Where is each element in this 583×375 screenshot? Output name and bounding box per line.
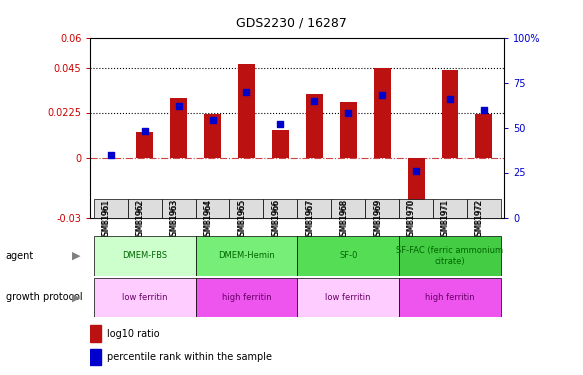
Text: GSM81964: GSM81964 bbox=[203, 199, 213, 240]
Text: GSM81963: GSM81963 bbox=[170, 200, 178, 241]
Bar bbox=[90, 349, 101, 365]
Text: GSM81970: GSM81970 bbox=[407, 199, 416, 240]
Text: GSM81965: GSM81965 bbox=[237, 200, 247, 241]
Text: GSM81969: GSM81969 bbox=[373, 199, 382, 240]
Bar bbox=[161, 199, 195, 218]
Bar bbox=[331, 199, 365, 218]
Bar bbox=[365, 199, 399, 218]
Text: percentile rank within the sample: percentile rank within the sample bbox=[107, 352, 272, 362]
Point bbox=[140, 128, 149, 134]
Point bbox=[208, 117, 217, 123]
Bar bbox=[170, 98, 187, 158]
Bar bbox=[94, 236, 195, 276]
Text: high ferritin: high ferritin bbox=[222, 292, 271, 302]
Point bbox=[343, 110, 353, 116]
Text: low ferritin: low ferritin bbox=[122, 292, 167, 302]
Bar bbox=[90, 325, 101, 342]
Text: GSM81961: GSM81961 bbox=[101, 199, 111, 240]
Bar bbox=[195, 236, 297, 276]
Bar bbox=[374, 68, 391, 158]
Text: growth protocol: growth protocol bbox=[6, 292, 82, 302]
Bar bbox=[297, 278, 399, 317]
Text: GSM81967: GSM81967 bbox=[305, 199, 314, 240]
Text: GSM81968: GSM81968 bbox=[339, 199, 348, 240]
Text: GSM81963: GSM81963 bbox=[170, 199, 178, 240]
Bar bbox=[136, 132, 153, 158]
Text: SF-FAC (ferric ammonium
citrate): SF-FAC (ferric ammonium citrate) bbox=[396, 246, 504, 266]
Bar bbox=[467, 199, 501, 218]
Bar bbox=[433, 199, 467, 218]
Text: GSM81969: GSM81969 bbox=[373, 200, 382, 241]
Text: GSM81968: GSM81968 bbox=[339, 200, 348, 241]
Text: GSM81961: GSM81961 bbox=[101, 200, 111, 241]
Bar bbox=[94, 199, 128, 218]
Text: GSM81971: GSM81971 bbox=[441, 199, 450, 240]
Point bbox=[174, 103, 183, 109]
Text: agent: agent bbox=[6, 251, 34, 261]
Bar bbox=[272, 129, 289, 158]
Bar bbox=[204, 114, 221, 158]
Text: high ferritin: high ferritin bbox=[425, 292, 475, 302]
Text: GSM81964: GSM81964 bbox=[203, 200, 213, 241]
Text: low ferritin: low ferritin bbox=[325, 292, 371, 302]
Point bbox=[310, 98, 319, 104]
Text: ▶: ▶ bbox=[72, 251, 80, 261]
Text: GDS2230 / 16287: GDS2230 / 16287 bbox=[236, 17, 347, 30]
Text: GSM81962: GSM81962 bbox=[136, 200, 145, 241]
Bar bbox=[441, 69, 458, 158]
Text: GSM81972: GSM81972 bbox=[475, 199, 484, 240]
Text: DMEM-FBS: DMEM-FBS bbox=[122, 251, 167, 260]
Text: DMEM-Hemin: DMEM-Hemin bbox=[218, 251, 275, 260]
Point bbox=[445, 96, 455, 102]
Bar bbox=[297, 199, 331, 218]
Text: GSM81962: GSM81962 bbox=[136, 199, 145, 240]
Point bbox=[479, 106, 489, 112]
Bar bbox=[128, 199, 161, 218]
Bar bbox=[230, 199, 264, 218]
Bar bbox=[238, 63, 255, 158]
Text: log10 ratio: log10 ratio bbox=[107, 329, 160, 339]
Bar bbox=[195, 278, 297, 317]
Bar bbox=[476, 114, 493, 158]
Bar bbox=[306, 93, 323, 158]
Bar bbox=[399, 236, 501, 276]
Bar bbox=[399, 278, 501, 317]
Point bbox=[242, 88, 251, 94]
Point bbox=[412, 168, 421, 174]
Text: GSM81966: GSM81966 bbox=[271, 199, 280, 240]
Text: GSM81967: GSM81967 bbox=[305, 200, 314, 241]
Bar bbox=[340, 102, 357, 158]
Point bbox=[106, 152, 115, 157]
Bar bbox=[264, 199, 297, 218]
Text: GSM81971: GSM81971 bbox=[441, 200, 450, 241]
Bar bbox=[408, 158, 424, 230]
Bar bbox=[399, 199, 433, 218]
Text: GSM81965: GSM81965 bbox=[237, 199, 247, 240]
Text: GSM81972: GSM81972 bbox=[475, 200, 484, 241]
Point bbox=[377, 92, 387, 98]
Bar bbox=[94, 278, 195, 317]
Bar bbox=[297, 236, 399, 276]
Text: GSM81966: GSM81966 bbox=[271, 200, 280, 241]
Text: SF-0: SF-0 bbox=[339, 251, 357, 260]
Text: GSM81970: GSM81970 bbox=[407, 200, 416, 241]
Bar bbox=[195, 199, 230, 218]
Point bbox=[276, 121, 285, 127]
Text: ▶: ▶ bbox=[72, 292, 80, 302]
